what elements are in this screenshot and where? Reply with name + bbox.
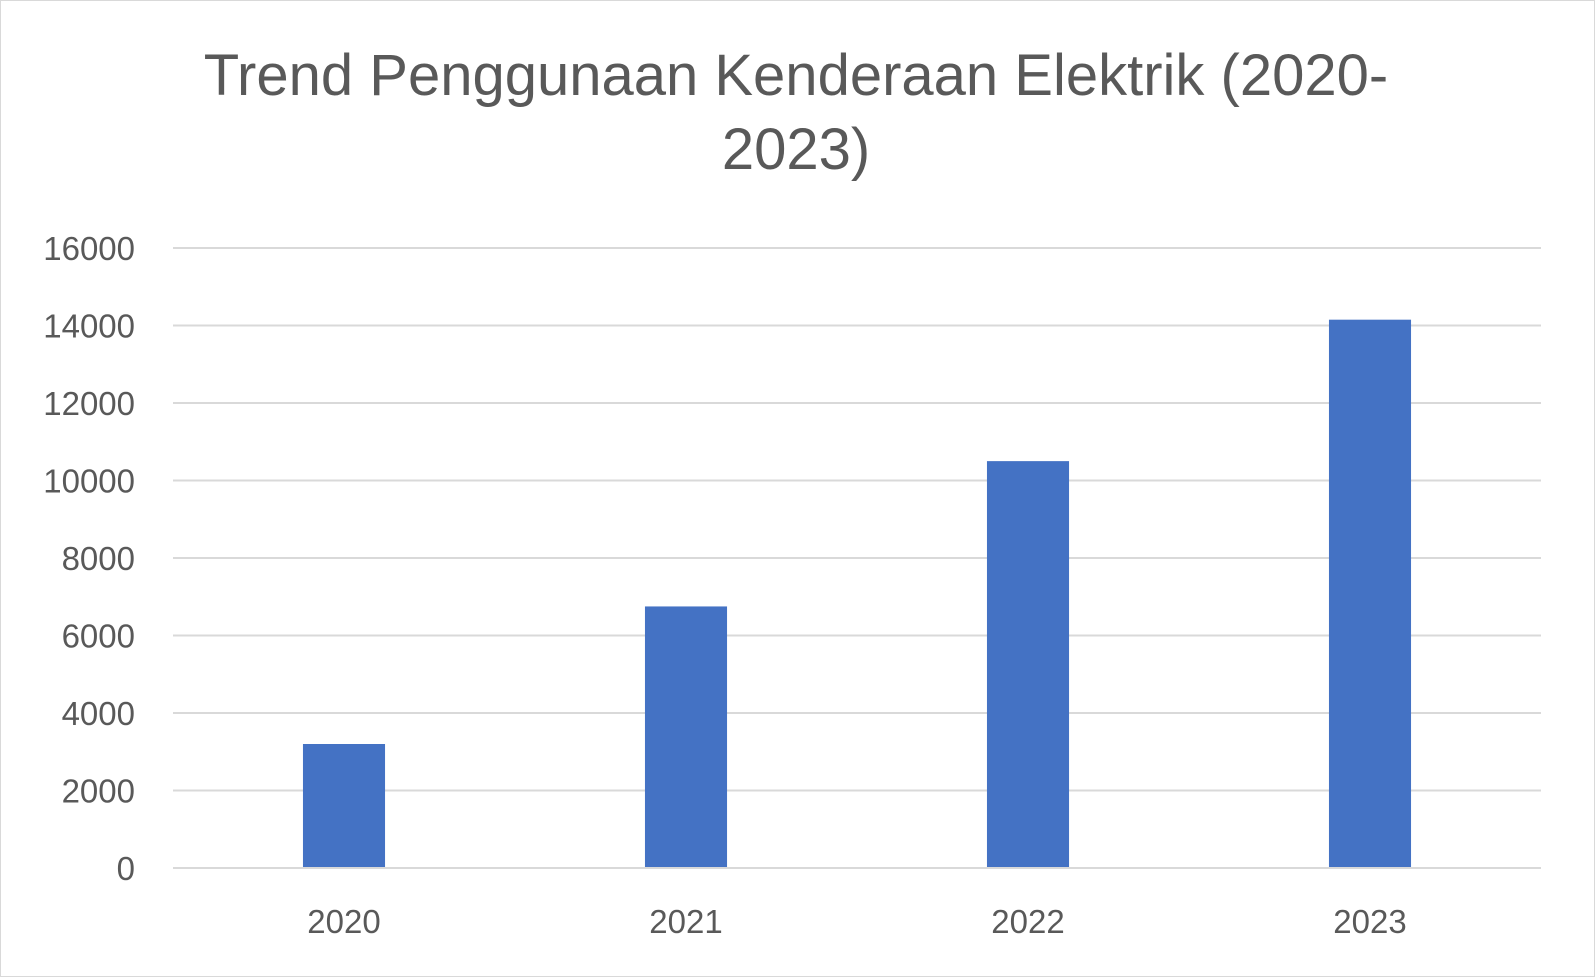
y-tick-label: 4000 xyxy=(62,695,135,732)
bar-2021 xyxy=(644,606,728,868)
bar-2023 xyxy=(1328,319,1412,868)
x-axis: 2020 2021 2022 2023 xyxy=(173,867,1541,940)
bar-2020 xyxy=(302,744,386,868)
y-tick-label: 14000 xyxy=(43,308,135,345)
gridlines xyxy=(173,247,1541,792)
y-tick-label: 2000 xyxy=(62,773,135,810)
chart-title: Trend Penggunaan Kenderaan Elektrik (202… xyxy=(203,43,1389,182)
y-tick-label: 16000 xyxy=(43,230,135,267)
x-tick-label: 2020 xyxy=(307,903,380,940)
x-tick-label: 2023 xyxy=(1333,903,1406,940)
y-tick-label: 10000 xyxy=(43,463,135,500)
bar-series xyxy=(302,319,1412,868)
y-tick-label: 0 xyxy=(117,850,135,887)
y-axis: 0 2000 4000 6000 8000 10000 12000 14000 16000 xyxy=(43,230,135,887)
y-tick-label: 8000 xyxy=(62,540,135,577)
bar-2022 xyxy=(986,461,1070,868)
x-tick-label: 2021 xyxy=(649,903,722,940)
y-tick-label: 12000 xyxy=(43,385,135,422)
y-tick-label: 6000 xyxy=(62,618,135,655)
x-tick-label: 2022 xyxy=(991,903,1064,940)
